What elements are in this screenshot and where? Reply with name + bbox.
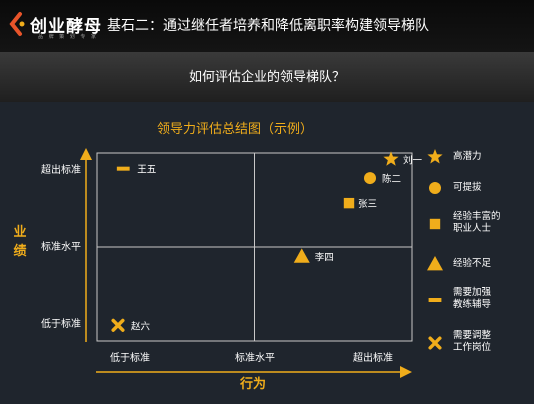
legend-label: 可提拔 — [453, 182, 482, 193]
x-axis-title: 行为 — [239, 376, 266, 392]
y-axis-title: 绩 — [13, 243, 26, 259]
company-logo: 创业酵母 品 牌 策 划 专 家 — [8, 10, 102, 44]
legend-label: 经验丰富的 职业人士 — [453, 211, 501, 234]
data-point-label: 赵六 — [131, 320, 151, 332]
star-icon — [427, 149, 443, 164]
data-point-square: 张三 — [343, 197, 377, 210]
x-tick-label: 低于标准 — [110, 351, 150, 364]
logo-subtext: 品 牌 策 划 专 家 — [38, 34, 98, 40]
data-point-cross: 赵六 — [111, 318, 151, 332]
data-point-label: 张三 — [358, 199, 377, 210]
data-point-circle: 陈二 — [364, 172, 401, 185]
circle-icon — [429, 182, 441, 194]
y-tick-label: 超出标准 — [41, 163, 81, 176]
square-icon — [429, 218, 441, 230]
legend-item-square: 经验丰富的 职业人士 — [421, 211, 534, 245]
data-point-label: 王五 — [137, 165, 156, 176]
data-point-dash: 王五 — [116, 165, 156, 176]
legend-item-cross: 需要调整 工作岗位 — [421, 330, 534, 364]
data-point-star: 刘一 — [383, 151, 423, 166]
y-tick-label: 标准水平 — [41, 241, 81, 253]
legend-item-circle: 可提拔 — [421, 178, 534, 212]
chart-title: 领导力评估总结图（示例） — [156, 122, 313, 137]
x-tick-label: 超出标准 — [353, 351, 393, 364]
logo-mark-icon — [9, 12, 25, 36]
y-tick-label: 低于标准 — [41, 317, 81, 330]
data-point-label: 陈二 — [382, 173, 401, 185]
legend-item-dash: 需要加强 教练辅导 — [421, 287, 534, 321]
legend-label: 经验不足 — [453, 258, 492, 269]
logo-text: 创业酵母 — [30, 17, 102, 37]
subtitle-band — [0, 52, 534, 102]
cross-icon — [428, 336, 442, 350]
legend-item-star: 高潜力 — [421, 147, 534, 181]
header-bar: 创业酵母 品 牌 策 划 专 家 基石二：通过继任者培养和降低离职率构建领导梯队 — [0, 0, 534, 52]
legend-item-triangle: 经验不足 — [421, 254, 534, 288]
data-point-label: 李四 — [315, 251, 334, 263]
dash-icon — [428, 298, 442, 302]
x-tick-label: 标准水平 — [235, 352, 275, 364]
y-axis-title: 业 — [13, 224, 26, 240]
slide-title: 基石二：通过继任者培养和降低离职率构建领导梯队 — [107, 18, 429, 34]
data-point-label: 刘一 — [403, 154, 423, 166]
data-point-triangle: 李四 — [293, 248, 334, 263]
question-heading: 如何评估企业的领导梯队？ — [188, 70, 345, 85]
triangle-icon — [427, 256, 443, 271]
legend-label: 需要调整 工作岗位 — [453, 330, 492, 353]
chart-legend: 高潜力可提拔经验丰富的 职业人士经验不足需要加强 教练辅导 需要调整 工作岗位 — [421, 0, 534, 404]
legend-label: 需要加强 教练辅导 — [453, 287, 492, 310]
legend-label: 高潜力 — [453, 151, 482, 162]
